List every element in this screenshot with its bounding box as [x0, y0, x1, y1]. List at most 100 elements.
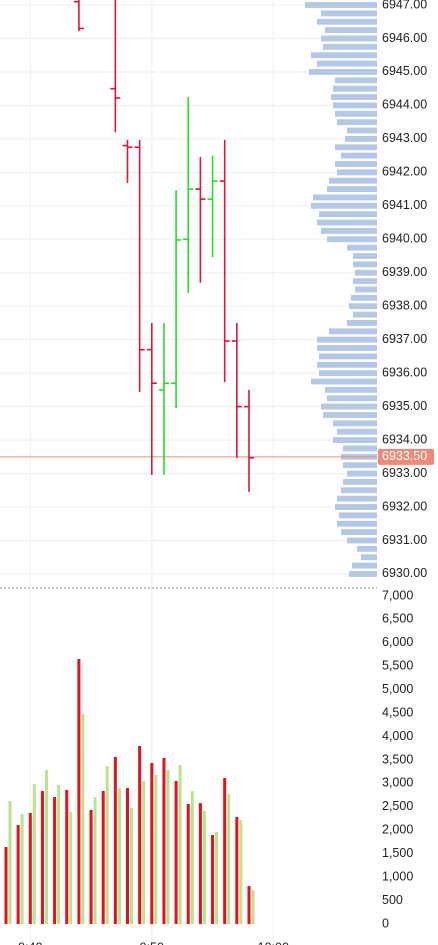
last-price-box	[378, 448, 434, 465]
volume-bar	[101, 791, 105, 925]
volume-bar	[138, 746, 142, 925]
volume-tick-label: 7,000	[382, 588, 413, 602]
profile-bar	[317, 336, 377, 343]
volume-bar	[239, 819, 243, 925]
y-tick-label: 6935.00	[382, 399, 427, 413]
volume-bar	[28, 813, 32, 925]
volume-tick-label: 3,000	[382, 776, 413, 790]
profile-bar	[343, 478, 377, 485]
profile-bar	[335, 110, 377, 117]
volume-tick-label: 500	[382, 893, 403, 907]
volume-tick-label: 4,000	[382, 729, 413, 743]
volume-tick-label: 4,500	[382, 705, 413, 719]
volume-bar	[202, 810, 206, 925]
profile-bar	[337, 495, 377, 502]
volume-tick-label: 5,000	[382, 682, 413, 696]
volume-bar	[198, 803, 202, 925]
profile-bar	[323, 43, 377, 50]
profile-bar	[355, 269, 377, 276]
profile-bar	[333, 102, 377, 109]
profile-bar	[353, 253, 377, 259]
profile-bar	[311, 202, 377, 209]
volume-bar	[130, 807, 133, 925]
profile-bar	[311, 378, 377, 385]
volume-bar	[178, 765, 182, 925]
volume-bar	[8, 801, 12, 925]
y-tick-label: 6939.00	[382, 265, 427, 279]
profile-bar	[305, 2, 377, 8]
y-tick-label: 6931.00	[382, 533, 427, 547]
y-tick-label: 6941.00	[382, 198, 427, 212]
volume-bar	[53, 797, 57, 925]
volume-bar	[142, 781, 146, 925]
profile-bar	[321, 10, 377, 17]
volume-bar	[32, 784, 36, 925]
volume-bar	[154, 775, 158, 925]
profile-bar	[329, 328, 377, 335]
profile-bar	[317, 345, 377, 351]
volume-bar	[113, 757, 117, 925]
profile-bar	[321, 227, 377, 234]
volume-bar	[16, 825, 20, 925]
profile-bar	[329, 177, 377, 184]
y-tick-label: 6930.00	[382, 566, 427, 580]
volume-bar	[89, 810, 93, 925]
profile-bar	[335, 161, 377, 167]
profile-bar	[335, 77, 377, 84]
profile-bar	[352, 562, 377, 569]
volume-bar	[174, 781, 178, 925]
volume-bar	[190, 791, 194, 925]
volume-bar	[186, 804, 190, 925]
profile-bar	[319, 353, 377, 360]
volume-bar	[65, 789, 69, 925]
profile-bar	[317, 219, 377, 226]
profile-bar	[325, 386, 377, 393]
y-tick-label: 6947.00	[382, 0, 427, 11]
profile-bar	[349, 303, 377, 310]
volume-bar	[40, 791, 44, 925]
profile-bar	[341, 152, 377, 159]
volume-tick-label: 2,000	[382, 823, 413, 837]
profile-bar	[347, 470, 377, 477]
volume-bar	[93, 797, 97, 925]
profile-bar	[337, 428, 377, 435]
profile-bar	[313, 194, 377, 201]
y-tick-label: 6932.00	[382, 499, 427, 513]
volume-bar	[69, 812, 73, 925]
volume-bar	[211, 835, 215, 925]
profile-bar	[333, 420, 377, 427]
profile-bar	[321, 403, 377, 410]
profile-bar	[327, 395, 377, 402]
y-tick-label: 6933.00	[382, 466, 427, 480]
y-tick-label: 6944.00	[382, 98, 427, 112]
volume-bar	[215, 832, 219, 925]
volume-tick-label: 6,000	[382, 635, 413, 649]
x-tick-label: 9:40	[18, 940, 42, 945]
volume-bar	[235, 816, 239, 925]
y-tick-label: 6934.00	[382, 432, 427, 446]
profile-bar	[341, 529, 377, 536]
profile-bar	[353, 278, 377, 285]
volume-bar	[247, 886, 251, 925]
x-tick-label: 9:50	[140, 940, 164, 945]
profile-bar	[353, 261, 377, 268]
profile-bar	[347, 320, 377, 326]
volume-tick-label: 6,500	[382, 612, 413, 626]
profile-bar	[337, 520, 377, 527]
profile-bar	[343, 445, 377, 452]
profile-bar	[317, 60, 377, 67]
profile-bar	[357, 545, 377, 552]
volume-bar	[223, 778, 227, 925]
profile-bar	[327, 186, 377, 193]
profile-bar	[337, 119, 377, 126]
y-tick-label: 6938.00	[382, 299, 427, 313]
profile-bar	[355, 286, 377, 293]
volume-bar	[150, 763, 154, 925]
y-tick-label: 6942.00	[382, 165, 427, 179]
volume-tick-label: 1,000	[382, 869, 413, 883]
profile-bar	[323, 412, 377, 418]
y-tick-label: 6946.00	[382, 31, 427, 45]
profile-bar	[309, 69, 377, 75]
profile-bar	[339, 512, 377, 519]
